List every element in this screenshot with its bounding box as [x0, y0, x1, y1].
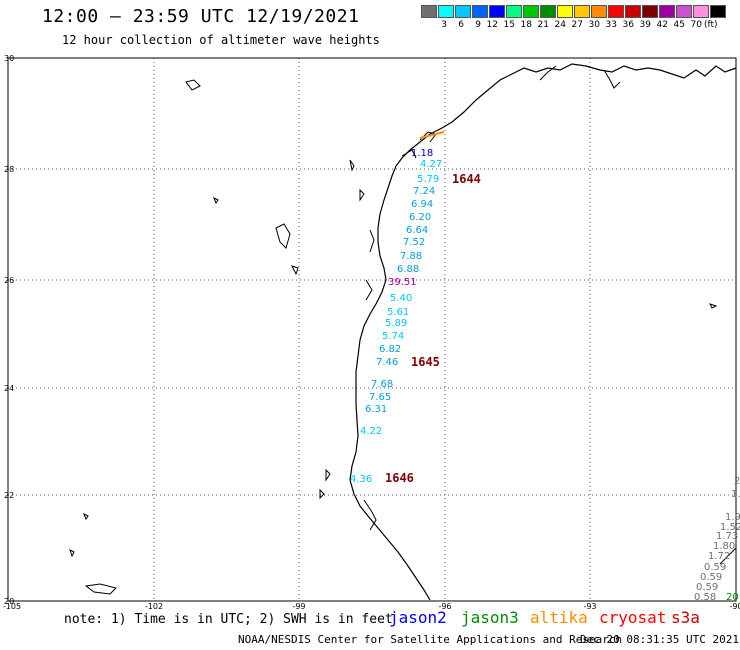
edge-wave-label: 0.59 [704, 562, 726, 573]
wave-height-label: 7.24 [413, 186, 435, 197]
track-time-label: 1644 [452, 172, 481, 186]
map-subtitle: 12 hour collection of altimeter wave hei… [62, 33, 380, 47]
wave-height-label: 6.82 [379, 344, 401, 355]
color-scale-label: 45 [673, 20, 685, 30]
lat-lon-grid [7, 57, 737, 602]
wave-height-label: 7.65 [369, 392, 391, 403]
color-scale-label: 39 [639, 20, 651, 30]
wave-height-label: 4.22 [360, 426, 382, 437]
color-scale-label: 33 [605, 20, 617, 30]
color-swatch [540, 5, 556, 18]
color-swatch [455, 5, 471, 18]
color-swatch [523, 5, 539, 18]
wave-height-label: 5.40 [390, 293, 412, 304]
edge-wave-label: 1.52 [720, 522, 740, 533]
track-time-label: 1645 [411, 355, 440, 369]
color-swatch [489, 5, 505, 18]
color-scale-label: 24 [554, 20, 566, 30]
mission-legend-jason2: jason2 [389, 608, 447, 627]
edge-wave-label: 1.9 [725, 512, 740, 523]
wave-height-label: 4.36 [350, 474, 372, 485]
wave-height-color-scale: 3 6 9 12 15 18 21 24 27 30 33 36 39 42 45 70 (ft) [421, 5, 727, 30]
wave-height-label: 6.31 [365, 404, 387, 415]
wave-height-label: 6.94 [411, 199, 433, 210]
color-swatch [574, 5, 590, 18]
map-title: 12:00 – 23:59 UTC 12/19/2021 [42, 6, 360, 27]
color-swatch [506, 5, 522, 18]
latitude-label: 28 [4, 165, 14, 174]
edge-wave-label: 1.73 [716, 531, 738, 542]
longitude-label: -96 [438, 602, 451, 611]
color-swatch [710, 5, 726, 18]
gulf-coastline [349, 63, 737, 601]
color-scale-label: 18 [520, 20, 532, 30]
wave-height-label: 5.61 [387, 307, 409, 318]
color-swatch [693, 5, 709, 18]
edge-wave-label: 0.59 [696, 582, 718, 593]
color-scale-label: 70 [690, 20, 702, 30]
edge-wave-label: 1.72 [708, 551, 730, 562]
color-scale-label: 3 [441, 20, 447, 30]
color-scale-label: 6 [458, 20, 464, 30]
wave-height-label: 6.20 [409, 212, 431, 223]
mission-legend-jason3: jason3 [461, 608, 519, 627]
wave-height-label: 7.88 [400, 251, 422, 262]
color-swatch [659, 5, 675, 18]
longitude-label: -90 [729, 602, 740, 611]
footer-credit: NOAA/NESDIS Center for Satellite Applica… [238, 633, 623, 646]
map-border [7, 57, 737, 602]
color-swatch [642, 5, 658, 18]
color-swatch [421, 5, 437, 18]
edge-wave-label: 2 [734, 476, 740, 487]
wave-height-label: 1.18 [411, 148, 433, 159]
wave-height-label: 5.79 [417, 174, 439, 185]
wave-height-label: 6.64 [406, 225, 428, 236]
longitude-label: -102 [145, 602, 163, 611]
color-swatch [472, 5, 488, 18]
track-time-label: 1646 [385, 471, 414, 485]
color-swatch [625, 5, 641, 18]
footer-timestamp: Dec 20 08:31:35 UTC 2021 [580, 633, 739, 646]
latitude-label: 26 [4, 276, 14, 285]
mission-legend-altika: altika [530, 608, 588, 627]
color-scale-label: 27 [571, 20, 583, 30]
color-scale-label: 36 [622, 20, 634, 30]
mission-legend-cryosat: cryosat [599, 608, 667, 627]
wave-height-label: 39.51 [388, 277, 417, 288]
color-scale-label: 30 [588, 20, 600, 30]
latitude-label: 20 [4, 597, 14, 606]
edge-wave-label: 0.59 [700, 572, 722, 583]
note-text: note: 1) Time is in UTC; 2) SWH is in fe… [64, 612, 393, 627]
longitude-label: -105 [3, 602, 21, 611]
latitude-label: 24 [4, 384, 14, 393]
color-swatch [608, 5, 624, 18]
longitude-label: -99 [292, 602, 305, 611]
edge-wave-label: 0.58 [694, 592, 716, 603]
color-swatch [438, 5, 454, 18]
wave-height-label: 6.88 [397, 264, 419, 275]
latitude-label: 22 [4, 491, 14, 500]
color-swatch [557, 5, 573, 18]
wave-height-label: 4.27 [420, 159, 442, 170]
wave-height-label: 7.46 [376, 357, 398, 368]
color-scale-label: 15 [503, 20, 515, 30]
mission-legend-s3a: s3a [671, 608, 700, 627]
color-swatch [676, 5, 692, 18]
edge-wave-label: 1.80 [713, 541, 735, 552]
wave-height-label: 5.74 [382, 331, 404, 342]
color-scale-label: 21 [537, 20, 549, 30]
edge-wave-label: 20 [726, 592, 739, 603]
wave-height-label: 7.52 [403, 237, 425, 248]
color-scale-unit: (ft) [704, 20, 718, 30]
color-scale-label: 42 [656, 20, 668, 30]
wave-height-label: 7.68 [371, 379, 393, 390]
color-scale-label: 12 [486, 20, 498, 30]
color-swatch [591, 5, 607, 18]
wave-height-label: 5.89 [385, 318, 407, 329]
latitude-label: 30 [4, 54, 14, 63]
edge-wave-label: 1. [731, 489, 740, 500]
color-scale-label: 9 [475, 20, 481, 30]
longitude-label: -93 [583, 602, 596, 611]
